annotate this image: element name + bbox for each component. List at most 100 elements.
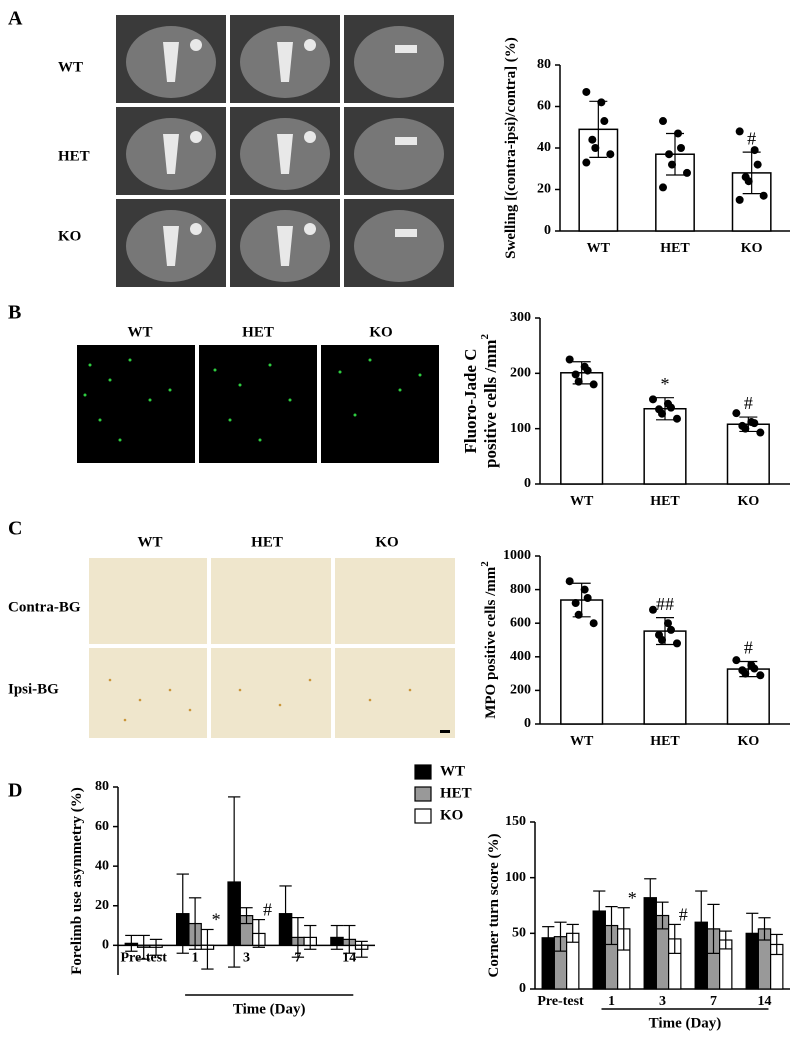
data-point — [667, 625, 675, 634]
y-tick-label: 40 — [95, 858, 109, 873]
data-point — [741, 424, 750, 433]
column-label: KO — [375, 534, 398, 550]
significance-mark: # — [679, 905, 688, 925]
data-point — [591, 144, 600, 152]
data-point — [674, 129, 682, 138]
y-tick-label: 20 — [95, 898, 109, 913]
significance-mark: # — [263, 900, 272, 920]
significance-mark: ## — [656, 594, 674, 614]
row-label: WT — [58, 59, 83, 75]
y-tick-label: 50 — [512, 926, 526, 941]
x-tick-label: 7 — [294, 951, 301, 966]
y-axis-title-line: Fluoro-Jade C — [461, 349, 480, 454]
data-point — [574, 377, 583, 386]
data-point — [571, 370, 580, 379]
data-point — [659, 117, 667, 126]
legend-swatch — [414, 764, 432, 780]
y-tick-label: 100 — [505, 870, 526, 885]
significance-mark: # — [744, 393, 753, 413]
data-point — [756, 428, 765, 437]
row-label: Ipsi-BG — [8, 681, 59, 697]
x-tick-label: 7 — [710, 994, 717, 1009]
y-tick-label: 0 — [102, 938, 109, 953]
mri-grid — [114, 13, 456, 289]
data-point — [583, 366, 592, 375]
data-point — [600, 117, 609, 126]
y-tick-label: 0 — [524, 476, 531, 491]
y-axis-title: Fluoro-Jade C — [461, 349, 480, 454]
data-point — [677, 144, 685, 152]
x-tick-label: WT — [587, 241, 611, 256]
y-tick-label: 800 — [510, 582, 531, 597]
y-tick-label: 400 — [510, 649, 531, 664]
x-tick-label: WT — [570, 734, 594, 749]
y-axis-title-line: Forelimb use asymmetry (%) — [69, 787, 85, 975]
y-axis-title: Swelling [(contra-ipsi)/contra] (%) — [503, 37, 519, 259]
data-point — [649, 605, 657, 614]
y-tick-label: 100 — [510, 421, 531, 436]
x-tick-label: 1 — [608, 994, 615, 1009]
x-tick-label: 1 — [192, 951, 199, 966]
y-tick-label: 80 — [95, 779, 109, 794]
y-tick-label: 300 — [510, 310, 531, 325]
x-tick-label: KO — [737, 494, 759, 509]
legend-label: WT — [440, 763, 465, 779]
x-tick-label: 3 — [659, 994, 666, 1009]
y-axis-title: MPO positive cells /mm2 — [479, 561, 500, 719]
x-tick-label: KO — [741, 241, 763, 256]
data-point — [659, 183, 667, 192]
data-point — [588, 135, 597, 144]
data-point — [658, 636, 666, 644]
legend-swatch — [414, 808, 432, 824]
y-axis-title-sup: 2 — [479, 561, 491, 567]
bar — [560, 372, 604, 485]
data-point — [756, 671, 765, 680]
x-axis-title: Time (Day) — [649, 1015, 722, 1031]
x-tick-label: Pre-test — [537, 994, 584, 1009]
data-point — [589, 619, 598, 628]
y-tick-label: 0 — [519, 981, 526, 996]
y-axis-title-sup: 2 — [479, 334, 491, 340]
data-point — [673, 414, 681, 423]
mpo-images — [89, 558, 455, 738]
data-point — [574, 610, 583, 619]
data-point — [582, 158, 591, 167]
data-point — [665, 150, 673, 159]
data-point — [753, 160, 762, 169]
data-point — [741, 669, 750, 678]
data-point — [571, 599, 580, 608]
y-tick-label: 0 — [544, 223, 551, 238]
data-point — [565, 355, 574, 364]
y-tick-label: 80 — [537, 57, 551, 72]
data-point — [580, 585, 589, 594]
x-tick-label: 14 — [758, 994, 772, 1009]
significance-mark: # — [747, 128, 756, 148]
legend-label: KO — [440, 807, 463, 823]
x-tick-label: KO — [737, 734, 759, 749]
y-axis-title-line: positive cells /mm — [481, 340, 500, 468]
legend-swatch — [414, 786, 432, 802]
data-point — [649, 395, 657, 404]
data-point — [582, 87, 591, 96]
row-label: HET — [58, 148, 90, 164]
y-tick-label: 60 — [95, 819, 109, 834]
y-tick-label: 40 — [537, 140, 551, 155]
y-tick-label: 600 — [510, 615, 531, 630]
row-label: Contra-BG — [8, 599, 81, 615]
data-point — [759, 191, 768, 200]
panel-letter: C — [8, 518, 22, 540]
y-tick-label: 0 — [524, 716, 531, 731]
x-axis-title: Time (Day) — [233, 1001, 306, 1017]
legend-label: HET — [440, 785, 472, 801]
data-point — [732, 409, 741, 418]
y-axis-title-line: Corner turn score (%) — [486, 834, 502, 978]
column-label: WT — [137, 534, 162, 550]
x-tick-label: HET — [660, 241, 690, 256]
bar — [560, 599, 604, 725]
data-point — [744, 177, 753, 186]
y-axis-title: Corner turn score (%) — [486, 834, 502, 978]
data-point — [667, 403, 675, 412]
significance-mark: * — [661, 374, 670, 394]
data-point — [664, 619, 672, 628]
